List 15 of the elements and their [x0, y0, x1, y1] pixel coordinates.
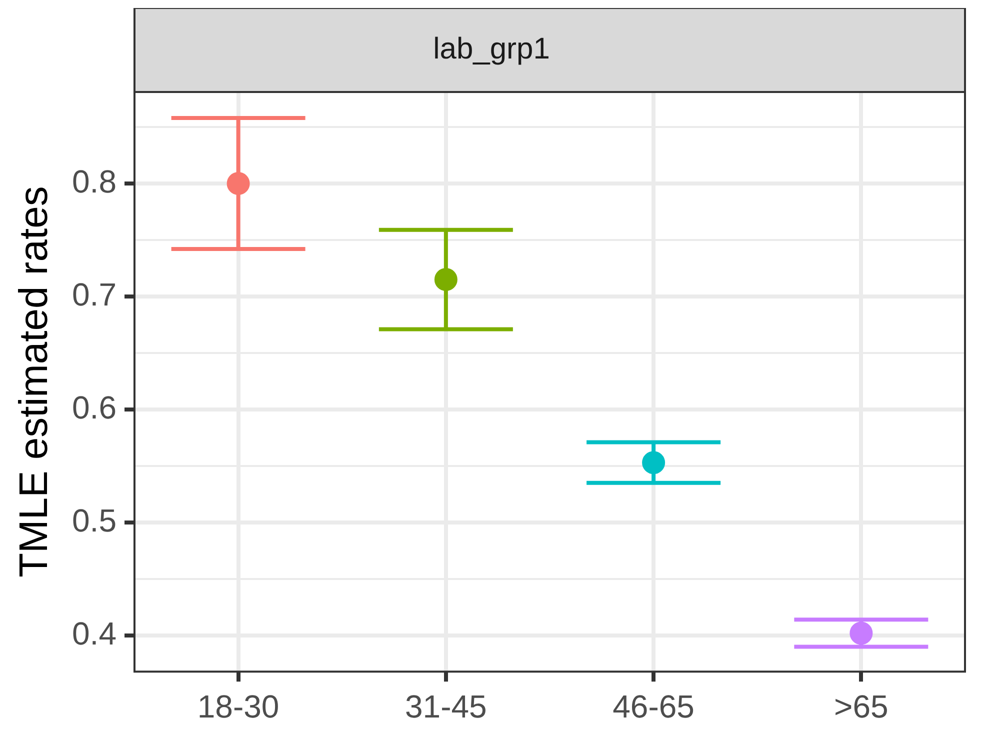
y-tick-label: 0.8: [72, 163, 116, 200]
y-axis-title: TMLE estimated rates: [12, 186, 56, 578]
y-tick-label: 0.4: [72, 615, 116, 652]
y-tick-label: 0.6: [72, 389, 116, 426]
y-tick-label: 0.7: [72, 276, 116, 312]
point: [226, 172, 250, 196]
y-tick-label: 0.5: [72, 502, 116, 538]
point: [434, 268, 458, 292]
x-tick-label: 18-30: [197, 688, 280, 725]
x-tick-label: >65: [834, 688, 888, 725]
x-tick-label: 46-65: [612, 688, 694, 725]
point: [850, 622, 873, 645]
x-tick-label: 31-45: [405, 688, 487, 725]
point: [642, 451, 666, 474]
chart-title: lab_grp1: [433, 32, 550, 66]
